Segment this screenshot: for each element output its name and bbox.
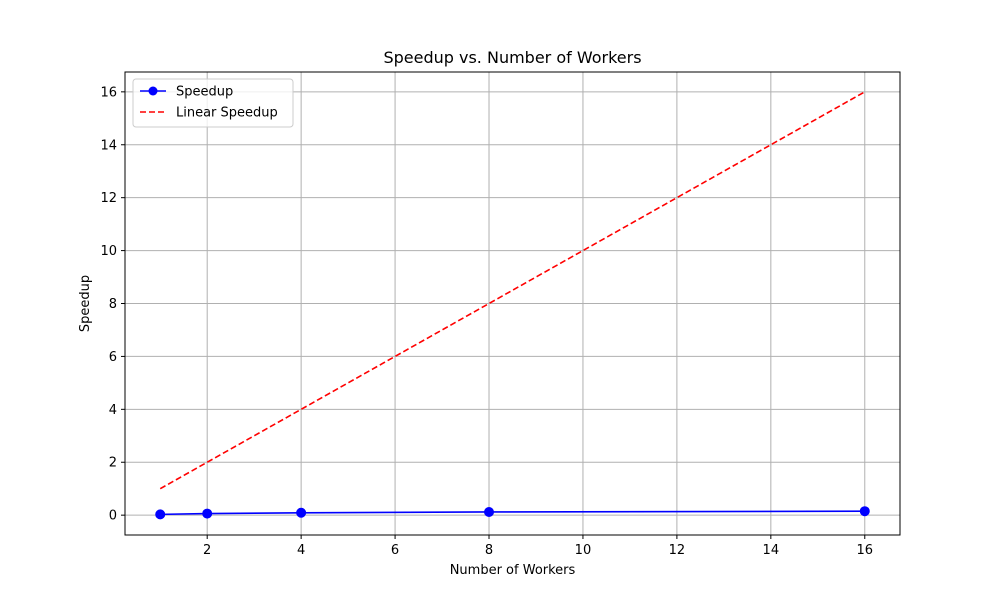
data-point (202, 508, 213, 519)
x-axis-label: Number of Workers (450, 563, 576, 578)
grid (125, 72, 900, 535)
series-layer (155, 91, 870, 520)
x-tick-label: 14 (763, 543, 780, 558)
y-tick-label: 6 (109, 350, 117, 365)
legend-box (132, 78, 294, 128)
data-point (484, 506, 495, 517)
y-tick-label: 2 (109, 456, 117, 471)
y-tick-label: 4 (109, 403, 117, 418)
x-tick-label: 6 (391, 543, 399, 558)
data-point (296, 507, 307, 518)
legend-items: Speedup Linear Speedup (140, 85, 278, 121)
chart-title: Speedup vs. Number of Workers (383, 48, 641, 67)
x-tick-label: 12 (669, 543, 686, 558)
x-tick-label: 10 (575, 543, 592, 558)
data-point (155, 509, 166, 520)
legend-marker (148, 86, 158, 96)
x-tick-label: 2 (203, 543, 211, 558)
y-tick-label: 10 (100, 244, 117, 259)
legend-label: Linear Speedup (176, 106, 278, 121)
series-line-speedup (160, 510, 865, 516)
y-axis-label: Speedup (78, 275, 93, 332)
x-tick-label: 4 (297, 543, 305, 558)
series-line-linear-speedup (159, 91, 866, 490)
x-tick-label: 8 (485, 543, 493, 558)
legend: Speedup Linear Speedup (132, 78, 294, 128)
y-tick-label: 16 (100, 85, 117, 100)
y-tick-label: 8 (109, 297, 117, 312)
data-point (859, 506, 870, 517)
ticks: 2 4 6 8 10 12 14 16 0 2 4 6 8 10 12 14 16 (100, 85, 873, 558)
legend-label: Speedup (176, 85, 233, 100)
y-tick-label: 12 (100, 191, 117, 206)
x-tick-label: 16 (856, 543, 873, 558)
y-tick-label: 0 (109, 509, 117, 524)
y-tick-label: 14 (100, 138, 117, 153)
